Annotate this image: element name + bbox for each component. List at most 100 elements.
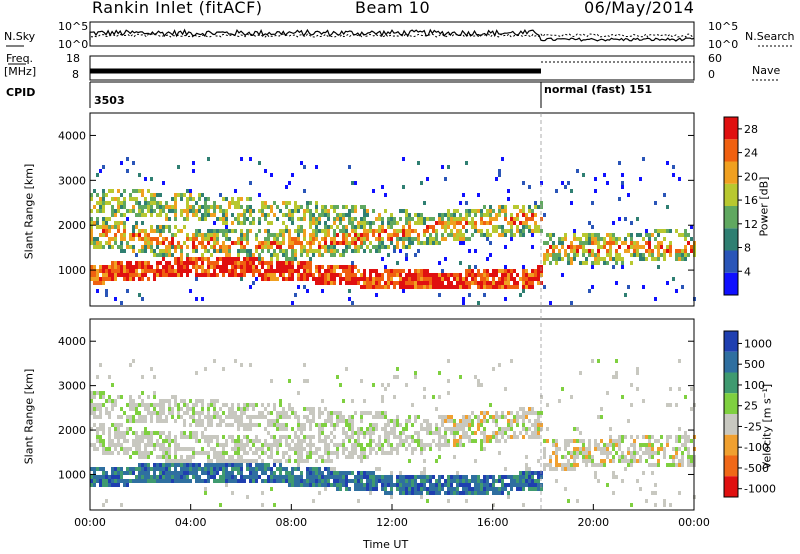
echo-cell bbox=[282, 221, 285, 225]
echo-cell bbox=[222, 197, 225, 201]
echo-cell bbox=[354, 451, 357, 455]
echo-cell bbox=[132, 189, 135, 193]
echo-cell bbox=[468, 265, 471, 269]
echo-cell bbox=[684, 237, 687, 241]
echo-cell bbox=[315, 217, 318, 221]
echo-cell bbox=[231, 411, 234, 415]
echo-cell bbox=[687, 439, 690, 443]
echo-cell bbox=[141, 277, 144, 281]
echo-cell bbox=[225, 249, 228, 253]
echo-cell bbox=[483, 293, 486, 297]
echo-cell bbox=[93, 479, 96, 483]
echo-cell bbox=[312, 217, 315, 221]
echo-cell bbox=[165, 237, 168, 241]
echo-cell bbox=[285, 257, 288, 261]
echo-cell bbox=[168, 399, 171, 403]
echo-cell bbox=[516, 225, 519, 229]
echo-cell bbox=[348, 245, 351, 249]
echo-cell bbox=[207, 241, 210, 245]
echo-cell bbox=[297, 237, 300, 241]
echo-cell bbox=[492, 435, 495, 439]
echo-cell bbox=[555, 245, 558, 249]
echo-cell bbox=[351, 447, 354, 451]
echo-cell bbox=[288, 257, 291, 261]
echo-cell bbox=[633, 249, 636, 253]
echo-cell bbox=[411, 281, 414, 285]
echo-cell bbox=[318, 467, 321, 471]
echo-cell bbox=[489, 487, 492, 491]
echo-cell bbox=[114, 273, 117, 277]
echo-cell bbox=[417, 237, 420, 241]
echo-cell bbox=[231, 467, 234, 471]
echo-cell bbox=[324, 237, 327, 241]
echo-cell bbox=[165, 269, 168, 273]
echo-cell bbox=[372, 487, 375, 491]
echo-cell bbox=[357, 431, 360, 435]
echo-cell bbox=[279, 439, 282, 443]
echo-cell bbox=[327, 455, 330, 459]
echo-cell bbox=[138, 479, 141, 483]
echo-cell bbox=[213, 261, 216, 265]
echo-cell bbox=[192, 261, 195, 265]
echo-cell bbox=[213, 241, 216, 245]
echo-cell bbox=[390, 221, 393, 225]
echo-cell bbox=[441, 419, 444, 423]
echo-cell bbox=[534, 229, 537, 233]
echo-cell bbox=[315, 479, 318, 483]
echo-cell bbox=[678, 439, 681, 443]
echo-cell bbox=[345, 455, 348, 459]
echo-cell bbox=[93, 475, 96, 479]
echo-cell bbox=[312, 233, 315, 237]
echo-cell bbox=[477, 209, 480, 213]
echo-cell bbox=[309, 439, 312, 443]
echo-cell bbox=[282, 423, 285, 427]
echo-cell bbox=[423, 419, 426, 423]
echo-cell bbox=[546, 403, 549, 407]
echo-cell bbox=[189, 471, 192, 475]
echo-cell bbox=[417, 483, 420, 487]
echo-cell bbox=[156, 269, 159, 273]
echo-cell bbox=[201, 205, 204, 209]
echo-cell bbox=[567, 253, 570, 257]
echo-cell bbox=[408, 269, 411, 273]
echo-cell bbox=[417, 221, 420, 225]
echo-cell bbox=[243, 435, 246, 439]
echo-cell bbox=[333, 233, 336, 237]
echo-cell bbox=[141, 209, 144, 213]
echo-cell bbox=[480, 423, 483, 427]
echo-cell bbox=[531, 233, 534, 237]
echo-cell bbox=[135, 213, 138, 217]
echo-cell bbox=[384, 229, 387, 233]
echo-cell bbox=[522, 181, 525, 185]
echo-cell bbox=[465, 209, 468, 213]
echo-cell bbox=[297, 209, 300, 213]
echo-cell bbox=[360, 237, 363, 241]
echo-cell bbox=[189, 261, 192, 265]
echo-cell bbox=[240, 273, 243, 277]
echo-cell bbox=[126, 169, 129, 173]
echo-cell bbox=[573, 459, 576, 463]
echo-cell bbox=[588, 241, 591, 245]
echo-cell bbox=[276, 467, 279, 471]
echo-cell bbox=[441, 277, 444, 281]
echo-cell bbox=[156, 479, 159, 483]
echo-cell bbox=[129, 419, 132, 423]
echo-cell bbox=[192, 265, 195, 269]
echo-cell bbox=[105, 499, 108, 503]
echo-cell bbox=[195, 423, 198, 427]
echo-cell bbox=[195, 229, 198, 233]
echo-cell bbox=[123, 483, 126, 487]
echo-cell bbox=[471, 277, 474, 281]
echo-cell bbox=[378, 233, 381, 237]
echo-cell bbox=[246, 237, 249, 241]
echo-cell bbox=[153, 273, 156, 277]
echo-cell bbox=[417, 435, 420, 439]
echo-cell bbox=[369, 471, 372, 475]
echo-cell bbox=[618, 459, 621, 463]
echo-cell bbox=[225, 479, 228, 483]
echo-cell bbox=[207, 415, 210, 419]
echo-cell bbox=[438, 217, 441, 221]
echo-cell bbox=[216, 411, 219, 415]
echo-cell bbox=[216, 467, 219, 471]
echo-cell bbox=[267, 265, 270, 269]
